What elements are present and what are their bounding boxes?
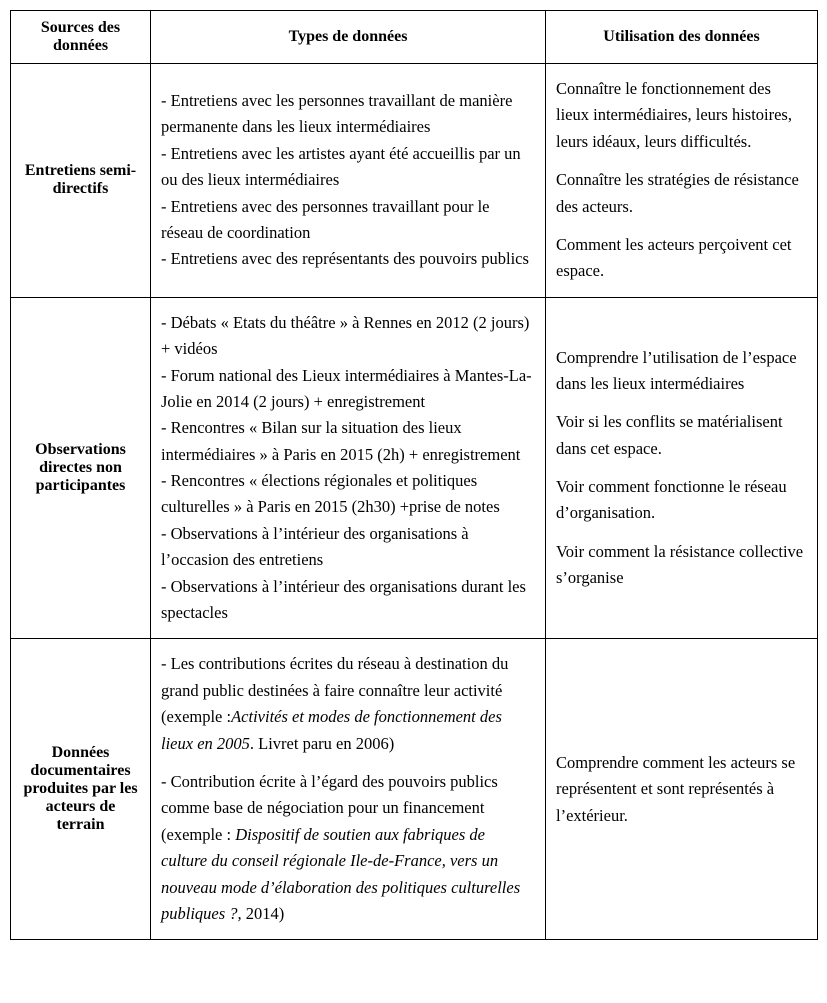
row1-types-line: - Entretiens avec les personnes travaill… (161, 88, 535, 141)
header-sources: Sources des données (11, 11, 151, 64)
table-header-row: Sources des données Types de données Uti… (11, 11, 818, 64)
row2-uses-para: Voir comment la résistance collective s’… (556, 539, 807, 592)
row2-types-line: - Observations à l’intérieur des organis… (161, 521, 535, 574)
row1-uses-para: Connaître le fonctionnement des lieux in… (556, 76, 807, 155)
row3-uses-para: Comprendre comment les acteurs se représ… (556, 750, 807, 829)
row2-uses: Comprendre l’utilisation de l’espace dan… (546, 297, 818, 639)
row2-uses-para: Comprendre l’utilisation de l’espace dan… (556, 345, 807, 398)
row2-types-line: - Rencontres « Bilan sur la situation de… (161, 415, 535, 468)
table-row: Observations directes non participantes … (11, 297, 818, 639)
row1-uses-para: Comment les acteurs perçoivent cet espac… (556, 232, 807, 285)
row2-types-line: - Observations à l’intérieur des organis… (161, 574, 535, 627)
row2-types: - Débats « Etats du théâtre » à Rennes e… (151, 297, 546, 639)
row1-uses: Connaître le fonctionnement des lieux in… (546, 64, 818, 298)
row2-types-line: - Rencontres « élections régionales et p… (161, 468, 535, 521)
row2-uses-para: Voir comment fonctionne le réseau d’orga… (556, 474, 807, 527)
header-types: Types de données (151, 11, 546, 64)
row1-types-line: - Entretiens avec des personnes travaill… (161, 194, 535, 247)
table-row: Données documentaires produites par les … (11, 639, 818, 940)
row2-label: Observations directes non participantes (11, 297, 151, 639)
table-row: Entretiens semi-directifs - Entretiens a… (11, 64, 818, 298)
row1-uses-para: Connaître les stratégies de résistance d… (556, 167, 807, 220)
row1-types-line: - Entretiens avec des représentants des … (161, 246, 535, 272)
row1-types: - Entretiens avec les personnes travaill… (151, 64, 546, 298)
row2-uses-para: Voir si les conflits se matérialisent da… (556, 409, 807, 462)
header-uses: Utilisation des données (546, 11, 818, 64)
data-sources-table: Sources des données Types de données Uti… (10, 10, 818, 940)
row3-types-para1: - Les contributions écrites du réseau à … (161, 651, 535, 757)
row3-types: - Les contributions écrites du réseau à … (151, 639, 546, 940)
row1-types-line: - Entretiens avec les artistes ayant été… (161, 141, 535, 194)
row1-label: Entretiens semi-directifs (11, 64, 151, 298)
row3-types-para2: - Contribution écrite à l’égard des pouv… (161, 769, 535, 927)
row3-label: Données documentaires produites par les … (11, 639, 151, 940)
row2-types-line: - Débats « Etats du théâtre » à Rennes e… (161, 310, 535, 363)
row2-types-line: - Forum national des Lieux intermédiaire… (161, 363, 535, 416)
row3-uses: Comprendre comment les acteurs se représ… (546, 639, 818, 940)
